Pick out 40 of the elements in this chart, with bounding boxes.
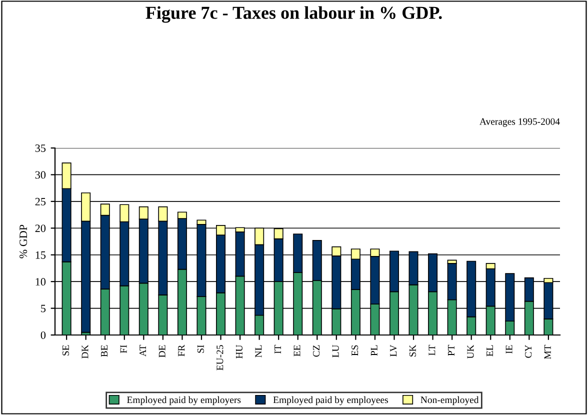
x-tick-label: BE <box>101 345 108 357</box>
x-tick-label: FR <box>178 344 185 356</box>
y-tick-label: 0 <box>40 331 46 339</box>
x-tick-label: NL <box>255 345 262 358</box>
x-tick-label: SK <box>409 344 416 356</box>
legend-label: Employed paid by employees <box>273 396 388 406</box>
x-tick-label: PT <box>448 344 454 356</box>
y-tick-label: 15 <box>36 251 46 259</box>
x-tick-label: DK <box>82 344 88 358</box>
x-tick-label: SE <box>62 345 69 356</box>
chart-title: Figure 7c - Taxes on labour in % GDP. <box>146 6 442 23</box>
x-tick-label: CZ <box>313 345 320 357</box>
y-tick-label: 30 <box>35 171 46 179</box>
y-tick-label: 20 <box>35 224 46 232</box>
legend-label: Non-employed <box>420 396 479 406</box>
x-tick-label: MT <box>544 344 551 360</box>
x-tick-label: EE <box>294 345 300 356</box>
x-tick-label: EU-25 <box>216 345 224 370</box>
y-tick-label: 5 <box>41 304 46 312</box>
x-tick-label: IE <box>506 345 512 354</box>
x-tick-label: EL <box>486 345 493 356</box>
x-tick-label: PL <box>370 345 378 356</box>
x-tick-label: AT <box>140 344 146 357</box>
x-tick-label: FI <box>120 345 127 354</box>
x-tick-label: IT <box>274 344 281 354</box>
y-tick-label: 10 <box>36 278 46 286</box>
y-tick-label: 25 <box>35 198 46 206</box>
legend-label: Employed paid by employers <box>127 396 241 406</box>
x-tick-label: CY <box>525 344 532 358</box>
x-tick-label: UK <box>467 344 474 359</box>
text: Averages 1995-2004 <box>480 118 560 127</box>
y-axis-title: % GDP <box>20 224 28 258</box>
x-tick-label: ES <box>352 345 358 356</box>
x-tick-label: SI <box>197 345 204 353</box>
y-tick-label: 35 <box>35 144 46 152</box>
x-tick-label: HU <box>236 344 242 358</box>
x-tick-label: LU <box>332 344 339 358</box>
x-tick-label: LV <box>390 344 397 357</box>
x-tick-label: DE <box>158 345 166 358</box>
x-tick-label: LT <box>428 344 436 356</box>
